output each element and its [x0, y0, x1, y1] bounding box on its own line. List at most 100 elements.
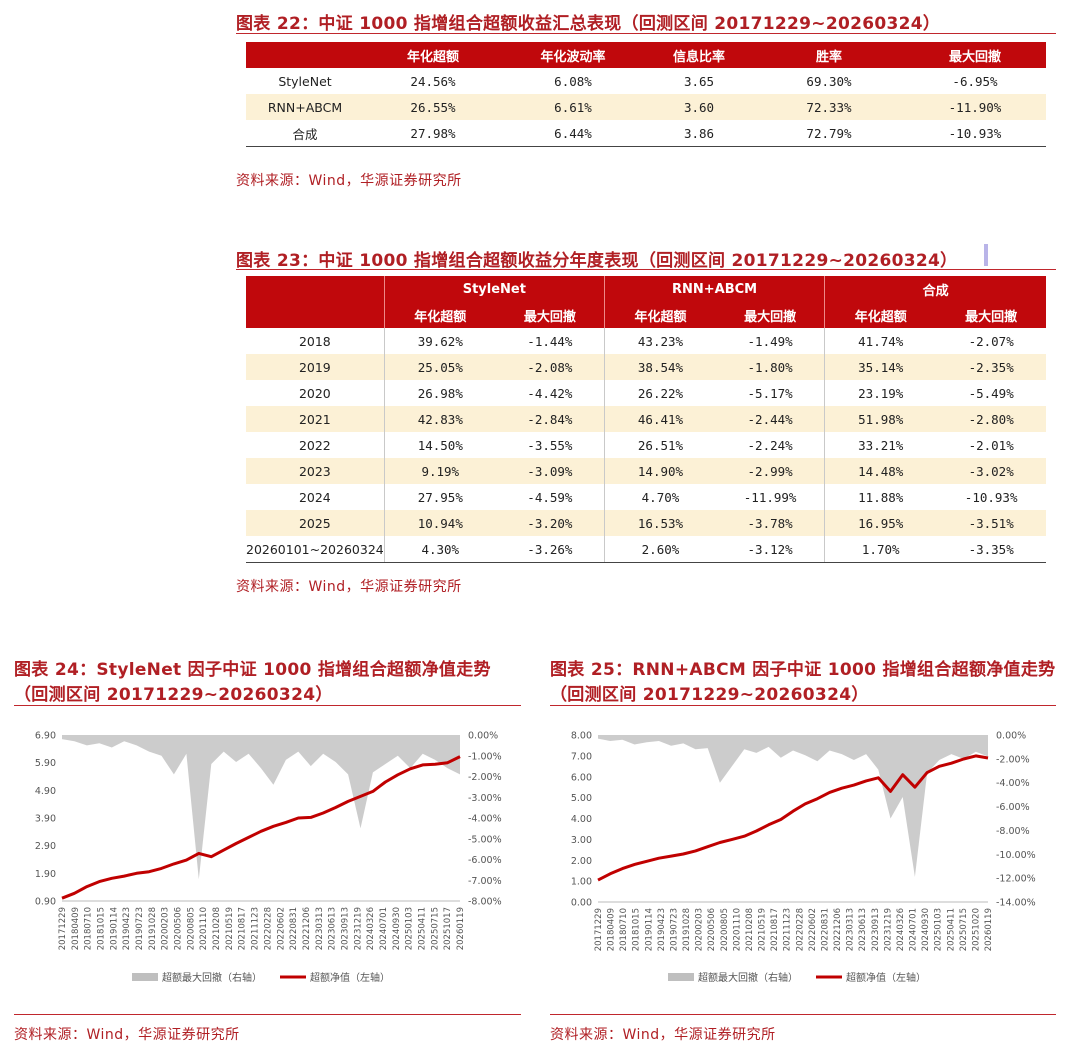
table-cell: 2019: [246, 354, 385, 380]
table-cell: -10.93%: [904, 120, 1046, 147]
chart25-title-rule: [550, 705, 1056, 706]
x-tick-label: 20180710: [619, 908, 629, 951]
table-cell: 14.48%: [824, 458, 937, 484]
table23: StyleNet RNN+ABCM 合成 年化超额 最大回撤 年化超额 最大回撤 年化超额最…: [246, 276, 1046, 563]
table-cell: 25.05%: [383, 354, 496, 380]
table-row: 2019 25.05% -2.08% 38.54% -1.80% 35.14% -2.35%: [246, 354, 1046, 380]
table-cell: 42.83%: [383, 406, 496, 432]
table-cell: 11.88%: [824, 484, 937, 510]
table23-subheader-cell: 年化超额: [383, 302, 496, 328]
table-cell: -2.24%: [747, 437, 793, 453]
table23-subheader-cell: 最大回撤: [936, 302, 1046, 328]
x-tick-label: 20240326: [366, 907, 376, 950]
table-cell: 9.19%: [383, 458, 496, 484]
table22-title: 图表 22：中证 1000 指增组合超额收益汇总表现（回测区间 20171229…: [236, 14, 941, 34]
x-tick-label: 20210817: [770, 908, 780, 951]
right-tick-label: -2.00%: [996, 754, 1030, 765]
right-tick-label: -5.00%: [468, 834, 502, 845]
table-cell: 14.50%: [383, 432, 496, 458]
x-tick-label: 20210519: [758, 908, 768, 951]
x-tick-label: 20231219: [883, 908, 893, 951]
x-tick-label: 20220228: [795, 908, 805, 951]
table-row: StyleNet 24.56% 6.08% 3.65 69.30% -6.95%: [246, 68, 1046, 94]
x-tick-label: 20240930: [392, 907, 402, 950]
right-tick-label: -8.00%: [996, 826, 1030, 837]
table-cell: 3.60: [644, 94, 754, 120]
table23-subheader-cell: 年化超额: [824, 302, 937, 328]
x-tick-label: 20230613: [328, 907, 338, 950]
left-tick-label: 1.90: [35, 869, 56, 880]
x-tick-label: 20190114: [644, 908, 654, 951]
x-tick-label: 20200805: [720, 908, 730, 951]
table-cell: 39.62%: [383, 328, 496, 354]
table-cell: -2.80%: [936, 406, 1046, 432]
table-row: 2022 14.50% -3.55% 26.51% -2.24% 33.21% -2.01%: [246, 432, 1046, 458]
x-tick-label: 20200805: [186, 907, 196, 950]
table-cell: 72.33%: [754, 94, 904, 120]
table-cell: 3.86: [644, 120, 754, 147]
x-tick-label: 20260119: [984, 908, 994, 951]
left-tick-label: 2.00: [571, 856, 592, 867]
x-tick-label: 20190423: [657, 908, 667, 951]
x-tick-label: 20210817: [238, 907, 248, 950]
legend-label-nav: 超额净值（左轴）: [310, 971, 390, 984]
left-tick-label: 2.90: [35, 841, 56, 852]
x-tick-label: 20250411: [946, 908, 956, 951]
x-tick-label: 20201110: [732, 908, 742, 951]
x-tick-label: 20240701: [909, 908, 919, 951]
table-cell: 4.30%: [383, 536, 496, 563]
left-tick-label: 6.00: [571, 772, 592, 783]
table-cell: -3.35%: [936, 536, 1046, 563]
x-tick-label: 20230913: [871, 908, 881, 951]
table-row: 2024 27.95% -4.59% 4.70% -11.99% 11.88% -10.93…: [246, 484, 1046, 510]
table-cell: 16.53%: [603, 510, 717, 536]
table-cell: 6.44%: [502, 120, 644, 147]
x-tick-label: 20250715: [959, 908, 969, 951]
table-cell: 26.98%: [383, 380, 496, 406]
table-cell: -3.26%: [495, 536, 605, 563]
right-tick-label: -4.00%: [468, 814, 502, 825]
x-tick-label: 20220602: [276, 907, 286, 950]
table-cell: -5.17%: [747, 385, 793, 401]
x-tick-label: 20190723: [670, 908, 680, 951]
table-cell: 27.95%: [383, 484, 496, 510]
x-tick-label: 20220831: [821, 908, 831, 951]
chart25-title-line2: （回测区间 20171229~20260324）: [550, 685, 869, 705]
table22-header-row: 年化超额 年化波动率 信息比率 胜率 最大回撤: [246, 42, 1046, 68]
table-cell: 2021: [246, 406, 385, 432]
table-cell: RNN+ABCM: [246, 94, 364, 120]
table-cell: 6.61%: [502, 94, 644, 120]
left-tick-label: 6.90: [35, 731, 56, 742]
table-cell: -5.49%: [968, 385, 1014, 401]
left-tick-label: 4.90: [35, 786, 56, 797]
legend-label-drawdown: 超额最大回撤（右轴）: [698, 971, 798, 984]
chart24-title-line2: （回测区间 20171229~20260324）: [14, 685, 333, 705]
legend-swatch-drawdown: [132, 973, 158, 981]
table-cell: -2.01%: [968, 437, 1014, 453]
text-cursor-mark: [984, 244, 988, 266]
chart25-title-line1: 图表 25：RNN+ABCM 因子中证 1000 指增组合超额净值走势: [550, 660, 1056, 680]
drawdown-area: [62, 735, 460, 880]
x-tick-label: 20210208: [212, 907, 222, 950]
table-row: 2023 9.19% -3.09% 14.90% -2.99% 14.48% -3.02%: [246, 458, 1046, 484]
table-cell: 38.54%: [603, 354, 717, 380]
chart24-title-rule: [14, 705, 521, 706]
table-cell: StyleNet: [278, 73, 332, 89]
table-cell: -2.35%: [936, 354, 1046, 380]
legend-swatch-drawdown: [668, 973, 694, 981]
table-cell: 20260101~20260324: [246, 536, 385, 563]
nav-line: [61, 755, 461, 900]
table-row: 2020 26.98% -4.42% 26.22% -5.17% 23.19% -5.49%: [246, 380, 1046, 406]
table-cell: -3.55%: [527, 437, 573, 453]
table23-group-header: RNN+ABCM: [603, 276, 825, 302]
x-tick-label: 20230313: [846, 908, 856, 951]
table-cell: -2.07%: [968, 333, 1014, 349]
table23-corner-cell: [246, 276, 385, 328]
x-tick-label: 20220831: [289, 907, 299, 950]
table22-header-cell: 年化波动率: [502, 42, 644, 68]
table-cell: -3.12%: [716, 536, 825, 563]
x-tick-label: 20200203: [695, 908, 705, 951]
table-row: 合成 27.98% 6.44% 3.86 72.79% -10.93%: [246, 120, 1046, 147]
x-tick-label: 20260119: [456, 907, 466, 950]
table-cell: -3.78%: [716, 510, 825, 536]
